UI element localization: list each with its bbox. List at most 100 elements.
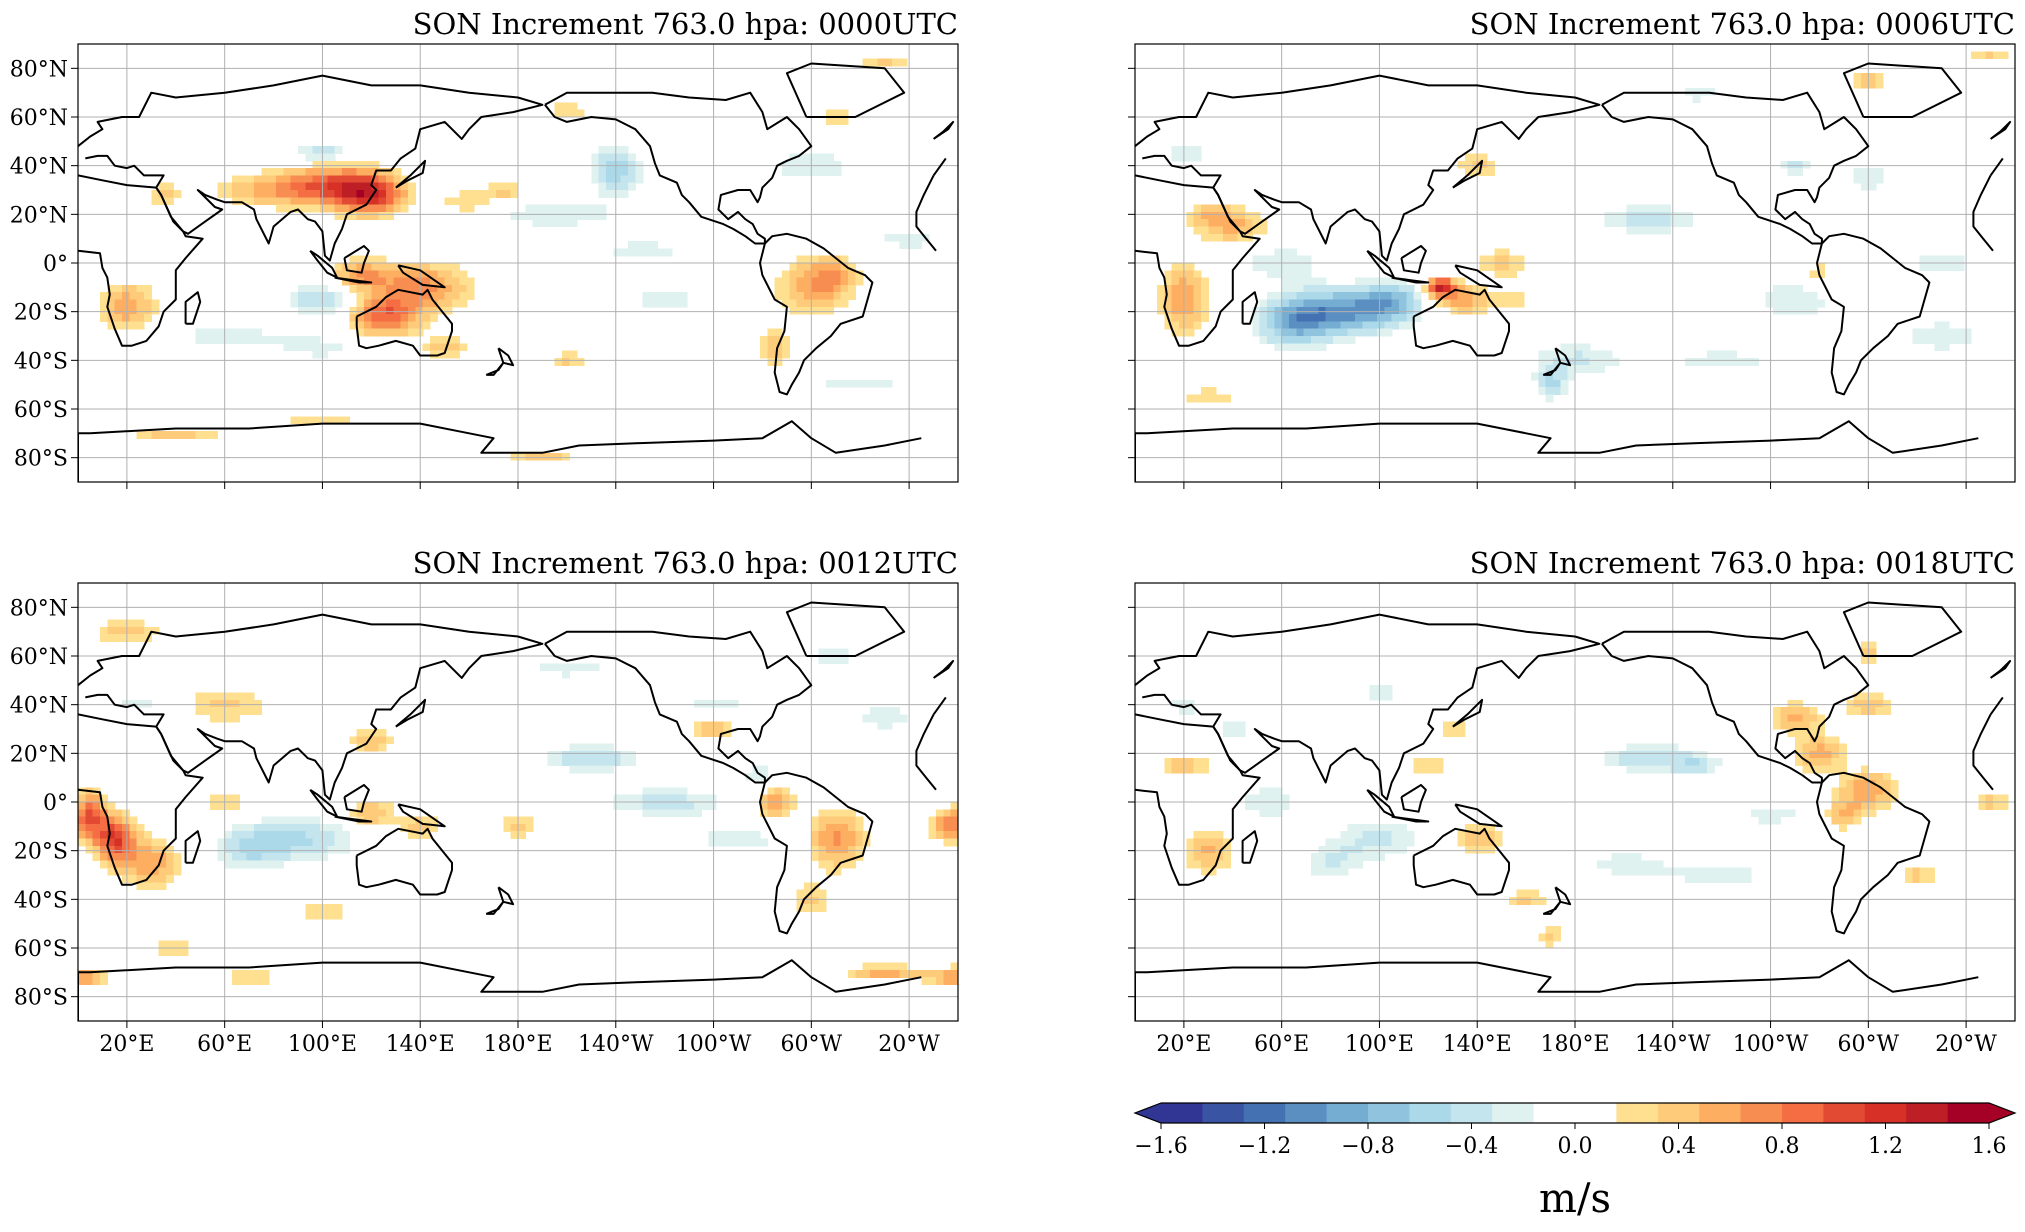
field-cell — [833, 160, 842, 169]
field-cell — [774, 794, 783, 803]
field-cell — [782, 277, 790, 286]
field-cell — [892, 714, 900, 723]
field-cell — [848, 853, 856, 861]
field-cell — [855, 816, 864, 825]
field-cell — [1157, 306, 1165, 315]
field-cell — [305, 146, 314, 155]
field-cell — [818, 904, 827, 913]
field-cell — [305, 175, 314, 184]
field-cell — [334, 911, 343, 920]
field-cell — [217, 714, 226, 723]
field-cell — [1487, 845, 1495, 854]
field-cell — [1479, 263, 1488, 271]
field-cell — [767, 336, 776, 344]
field-cell — [1384, 328, 1393, 337]
coastline — [395, 698, 427, 728]
x-tick-label: 140°E — [1443, 1032, 1512, 1057]
field-cell — [1795, 743, 1803, 752]
field-cell — [716, 831, 724, 840]
field-cell — [437, 292, 446, 301]
field-cell — [85, 816, 94, 825]
field-cell — [576, 211, 585, 220]
field-cell — [100, 292, 108, 301]
field-cell — [1457, 729, 1466, 737]
field-cell — [1795, 160, 1803, 169]
field-cell — [1545, 926, 1554, 934]
coastline — [334, 276, 373, 284]
field-cell — [356, 299, 365, 308]
field-cell — [356, 729, 365, 737]
field-cell — [1707, 765, 1715, 774]
field-cell — [598, 190, 607, 198]
field-cell — [1355, 292, 1363, 301]
field-cell — [122, 626, 130, 635]
field-cell — [708, 838, 717, 847]
field-cell — [114, 860, 123, 869]
field-cell — [349, 255, 358, 264]
field-cell — [782, 270, 790, 279]
field-cell — [657, 802, 666, 810]
field-cell — [217, 182, 226, 191]
field-cell — [833, 109, 842, 118]
field-cell — [327, 197, 336, 206]
field-cell — [334, 838, 343, 847]
field-cell — [1362, 299, 1371, 308]
field-cell — [826, 867, 834, 876]
field-cell — [1179, 765, 1187, 774]
coastline — [1816, 232, 1931, 396]
x-tick-label: 100°W — [676, 1032, 752, 1057]
field-cell — [1318, 343, 1327, 352]
field-cell — [444, 277, 453, 286]
field-cell — [422, 816, 431, 825]
field-cell — [371, 263, 380, 271]
field-cell — [1626, 860, 1635, 869]
field-cell — [848, 379, 856, 388]
field-cell — [452, 299, 460, 308]
field-cell — [100, 845, 108, 854]
panel-title: SON Increment 763.0 hpa: 0000UTC — [413, 7, 958, 41]
field-cell — [246, 190, 255, 198]
field-cell — [452, 263, 460, 271]
field-cell — [1919, 255, 1928, 264]
field-cell — [1846, 780, 1855, 788]
field-cell — [129, 619, 138, 628]
field-cell — [1795, 299, 1803, 308]
field-cell — [1252, 794, 1261, 803]
field-cell — [276, 853, 284, 861]
field-cell — [1179, 270, 1187, 279]
field-cell — [840, 845, 849, 854]
field-cell — [378, 802, 387, 810]
field-cell — [1582, 365, 1591, 374]
field-cell — [1281, 321, 1290, 330]
field-cell — [1883, 707, 1891, 715]
field-cell — [400, 190, 409, 198]
field-cell — [342, 838, 350, 847]
field-cell — [591, 153, 600, 162]
field-cell — [268, 823, 277, 832]
field-cell — [1619, 758, 1627, 767]
field-cell — [1604, 860, 1613, 869]
field-cell — [305, 838, 314, 847]
field-cell — [620, 802, 629, 810]
field-cell — [378, 211, 387, 220]
field-cell — [1685, 219, 1693, 228]
field-cell — [1787, 699, 1796, 708]
field-cell — [818, 896, 827, 905]
field-cell — [378, 809, 387, 818]
field-cell — [78, 823, 86, 832]
field-cell — [312, 153, 321, 162]
field-cell — [1714, 350, 1723, 359]
field-cell — [122, 838, 130, 847]
field-cell — [408, 823, 416, 832]
coastline — [485, 900, 505, 915]
field-cell — [796, 160, 805, 169]
field-cell — [1641, 750, 1649, 759]
field-cell — [1377, 321, 1385, 330]
field-cell — [1215, 853, 1224, 861]
field-cell — [158, 867, 167, 876]
field-cell — [1861, 780, 1869, 788]
field-cell — [1157, 292, 1165, 301]
increment-field — [78, 619, 958, 986]
field-cell — [1743, 357, 1752, 366]
field-cell — [1296, 299, 1305, 308]
